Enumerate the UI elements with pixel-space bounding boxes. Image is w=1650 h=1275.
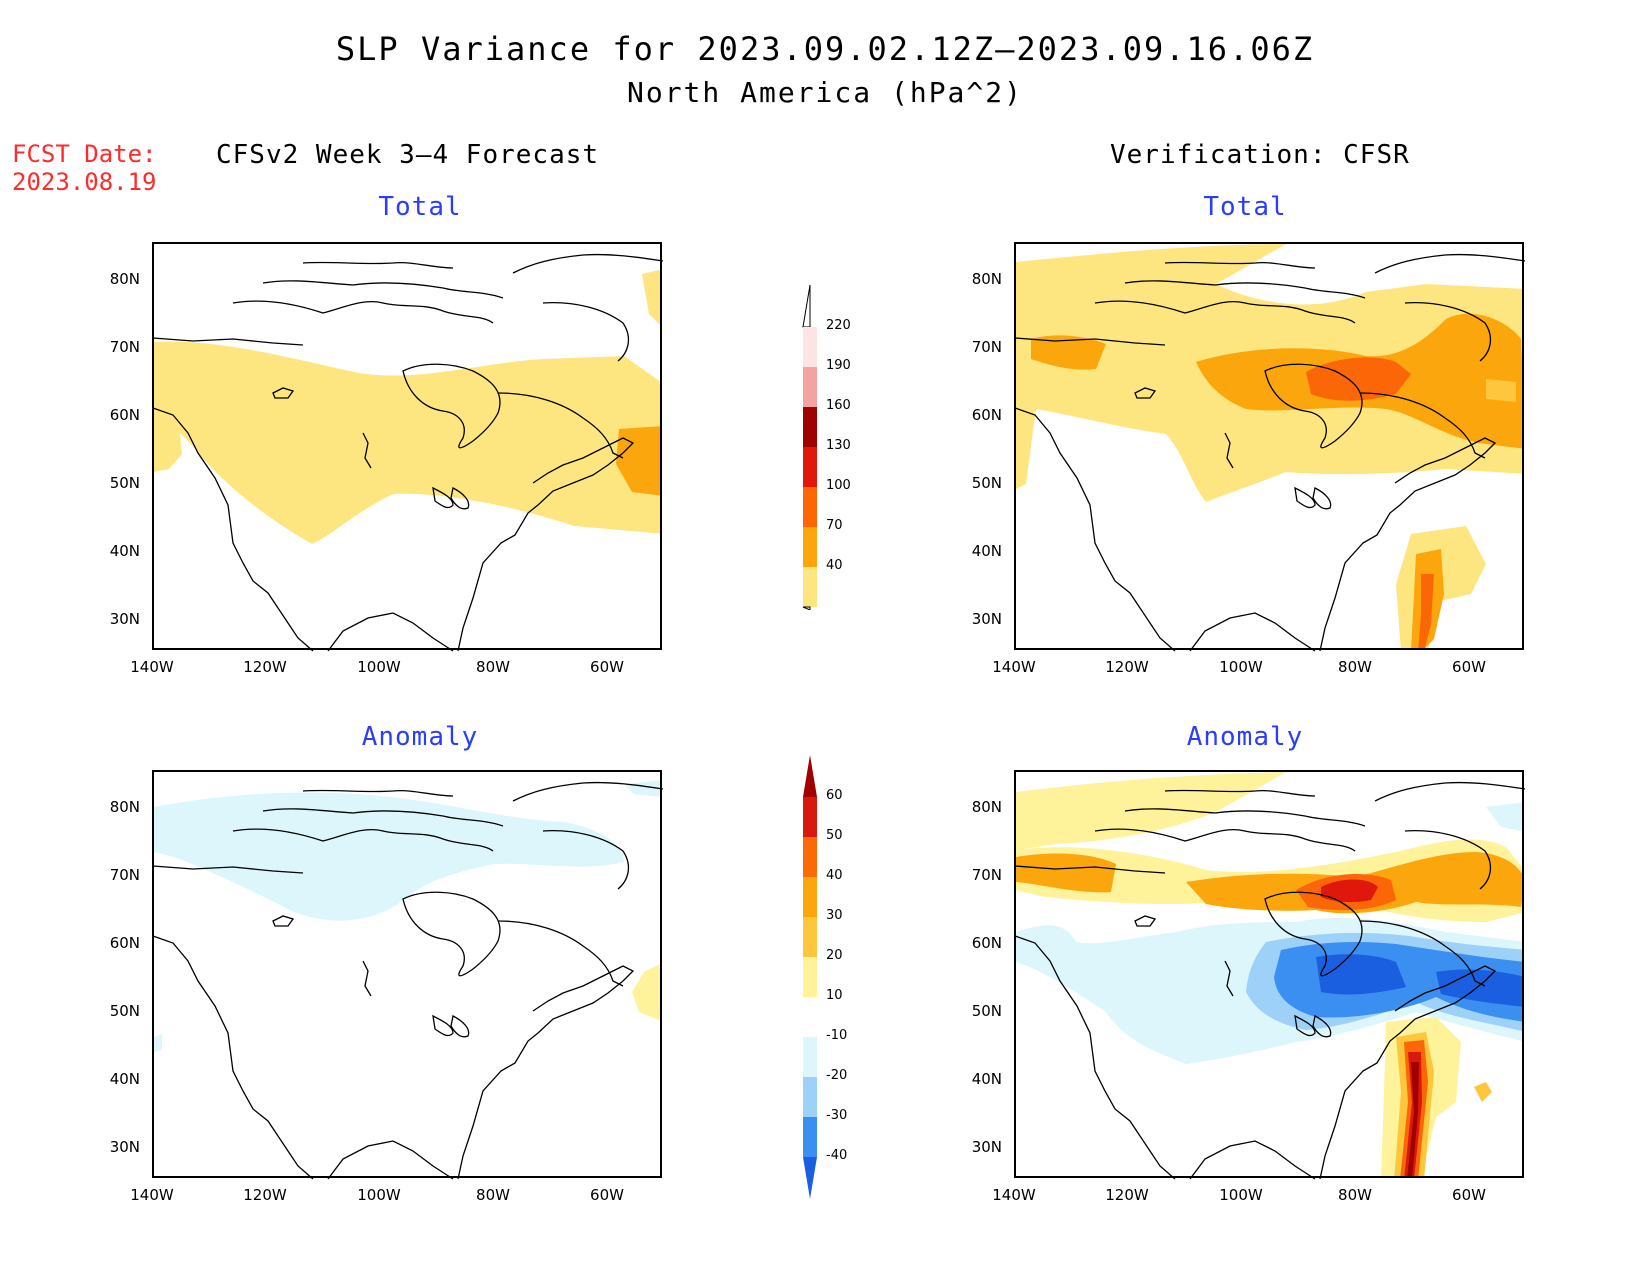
lon-label: 100W bbox=[357, 658, 401, 676]
lat-label: 80N bbox=[971, 270, 1002, 288]
lat-label: 50N bbox=[971, 1002, 1002, 1020]
colorbar-anomaly-swatch bbox=[803, 1077, 817, 1117]
colorbar-anomaly-label: 50 bbox=[826, 828, 843, 843]
colorbar-total-arrow-bottom bbox=[802, 606, 811, 610]
lat-label: 70N bbox=[109, 338, 140, 356]
fcst-date-label: FCST Date: bbox=[12, 140, 157, 168]
lon-label: 60W bbox=[590, 658, 624, 676]
lon-label: 100W bbox=[357, 1186, 401, 1204]
lat-label: 40N bbox=[971, 1070, 1002, 1088]
lat-label: 50N bbox=[971, 474, 1002, 492]
map-forecast-total bbox=[152, 242, 662, 650]
panel-title-forecast-total: Total bbox=[378, 192, 462, 222]
lat-label: 30N bbox=[109, 610, 140, 628]
lat-label: 80N bbox=[109, 270, 140, 288]
colorbar-anomaly-swatch bbox=[803, 1117, 817, 1157]
colorbar-total-label: 100 bbox=[826, 478, 851, 493]
lon-label: 140W bbox=[130, 1186, 174, 1204]
colorbar-anomaly-label: 30 bbox=[826, 908, 843, 923]
map-forecast-anomaly bbox=[152, 770, 662, 1178]
lon-label: 80W bbox=[1338, 658, 1372, 676]
colorbar-total-swatch bbox=[803, 527, 817, 567]
fcst-date-value: 2023.08.19 bbox=[12, 168, 157, 196]
colorbar-total-label: 220 bbox=[826, 318, 851, 333]
colorbar-anomaly bbox=[803, 755, 817, 1199]
colorbar-total-swatch bbox=[803, 567, 817, 607]
colorbar-anomaly-label: -40 bbox=[826, 1148, 848, 1163]
lat-label: 70N bbox=[971, 866, 1002, 884]
right-column-header: Verification: CFSR bbox=[1110, 140, 1410, 170]
map-verification-anomaly bbox=[1014, 770, 1524, 1178]
colorbar-anomaly-swatch bbox=[803, 1037, 817, 1077]
lon-label: 60W bbox=[1452, 658, 1486, 676]
colorbar-anomaly-label: 10 bbox=[826, 988, 843, 1003]
colorbar-total-label: 160 bbox=[826, 398, 851, 413]
lon-label: 100W bbox=[1219, 658, 1263, 676]
colorbar-total-swatch bbox=[803, 327, 817, 367]
lat-label: 30N bbox=[971, 1138, 1002, 1156]
lat-label: 40N bbox=[109, 542, 140, 560]
lon-label: 60W bbox=[1452, 1186, 1486, 1204]
colorbar-total-label: 70 bbox=[826, 518, 843, 533]
lat-label: 60N bbox=[971, 406, 1002, 424]
lon-label: 140W bbox=[130, 658, 174, 676]
lon-label: 140W bbox=[992, 658, 1036, 676]
lat-label: 80N bbox=[971, 798, 1002, 816]
colorbar-anomaly-arrow-bottom bbox=[803, 1157, 817, 1199]
colorbar-total-swatch bbox=[803, 367, 817, 407]
main-title: SLP Variance for 2023.09.02.12Z–2023.09.… bbox=[335, 30, 1315, 68]
colorbar-anomaly-swatch bbox=[803, 997, 817, 1037]
colorbar-anomaly-swatch bbox=[803, 957, 817, 997]
lat-label: 50N bbox=[109, 1002, 140, 1020]
fcst-date-block: FCST Date: 2023.08.19 bbox=[12, 140, 157, 196]
colorbar-total-arrow-top bbox=[802, 285, 811, 328]
lat-label: 80N bbox=[109, 798, 140, 816]
colorbar-anomaly-swatch bbox=[803, 797, 817, 837]
lon-label: 80W bbox=[476, 658, 510, 676]
colorbar-total-label: 40 bbox=[826, 558, 843, 573]
lon-label: 140W bbox=[992, 1186, 1036, 1204]
lat-label: 60N bbox=[109, 406, 140, 424]
colorbar-anomaly-label: -30 bbox=[826, 1108, 848, 1123]
lat-label: 60N bbox=[971, 934, 1002, 952]
colorbar-total-label: 130 bbox=[826, 438, 851, 453]
lon-label: 80W bbox=[1338, 1186, 1372, 1204]
colorbar-total bbox=[802, 285, 817, 610]
colorbar-anomaly-label: -10 bbox=[826, 1028, 848, 1043]
lon-label: 100W bbox=[1219, 1186, 1263, 1204]
subtitle: North America (hPa^2) bbox=[626, 76, 1023, 109]
lat-label: 70N bbox=[109, 866, 140, 884]
lat-label: 40N bbox=[971, 542, 1002, 560]
lon-label: 120W bbox=[243, 1186, 287, 1204]
lon-label: 120W bbox=[1105, 658, 1149, 676]
lat-label: 60N bbox=[109, 934, 140, 952]
colorbar-anomaly-label: 40 bbox=[826, 868, 843, 883]
lon-label: 120W bbox=[243, 658, 287, 676]
colorbar-anomaly-swatch bbox=[803, 837, 817, 877]
lat-label: 70N bbox=[971, 338, 1002, 356]
colorbar-total-swatch bbox=[803, 487, 817, 527]
lon-label: 120W bbox=[1105, 1186, 1149, 1204]
colorbar-anomaly-arrow-top bbox=[803, 755, 817, 797]
colorbar-total-swatch bbox=[803, 447, 817, 487]
panel-title-forecast-anomaly: Anomaly bbox=[361, 722, 479, 752]
lat-label: 30N bbox=[109, 1138, 140, 1156]
colorbar-anomaly-swatch bbox=[803, 917, 817, 957]
panel-title-verification-total: Total bbox=[1203, 192, 1287, 222]
colorbar-anomaly-label: 60 bbox=[826, 788, 843, 803]
map-verification-total bbox=[1014, 242, 1524, 650]
colorbar-anomaly-label: 20 bbox=[826, 948, 843, 963]
colorbar-anomaly-label: -20 bbox=[826, 1068, 848, 1083]
colorbar-anomaly-swatch bbox=[803, 877, 817, 917]
left-column-header: CFSv2 Week 3–4 Forecast bbox=[216, 140, 600, 170]
lat-label: 40N bbox=[109, 1070, 140, 1088]
lon-label: 80W bbox=[476, 1186, 510, 1204]
lon-label: 60W bbox=[590, 1186, 624, 1204]
colorbar-total-swatch bbox=[803, 407, 817, 447]
lat-label: 30N bbox=[971, 610, 1002, 628]
panel-title-verification-anomaly: Anomaly bbox=[1186, 722, 1304, 752]
colorbar-total-label: 190 bbox=[826, 358, 851, 373]
lat-label: 50N bbox=[109, 474, 140, 492]
